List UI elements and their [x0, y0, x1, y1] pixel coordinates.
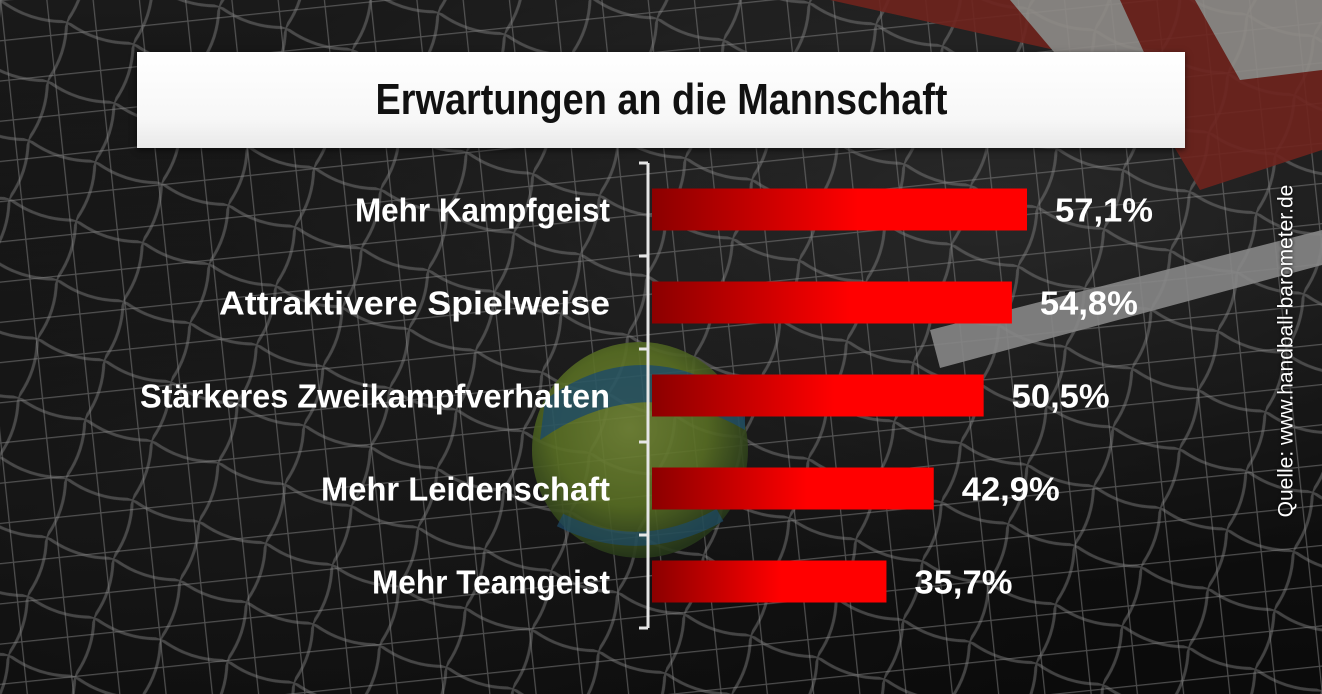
category-label: Mehr Kampfgeist: [355, 192, 610, 229]
bar: [652, 281, 1012, 324]
source-credit: Quelle: www.handball-barometer.de: [1270, 185, 1302, 518]
category-label: Attraktivere Spielweise: [219, 285, 610, 322]
bar: [652, 374, 984, 417]
bar: [652, 467, 934, 510]
value-label: 35,7%: [914, 564, 1012, 601]
category-label: Mehr Teamgeist: [372, 564, 610, 601]
bar: [652, 188, 1027, 231]
value-label: 54,8%: [1040, 285, 1138, 322]
value-label: 42,9%: [962, 471, 1060, 508]
category-label: Stärkeres Zweikampfverhalten: [140, 378, 610, 415]
value-label: 57,1%: [1055, 192, 1153, 229]
value-label: 50,5%: [1012, 378, 1110, 415]
category-label: Mehr Leidenschaft: [321, 471, 610, 508]
bar: [652, 560, 887, 603]
source-text: Quelle: www.handball-barometer.de: [1274, 184, 1298, 518]
title-banner: Erwartungen an die Mannschaft: [137, 52, 1185, 148]
chart-title: Erwartungen an die Mannschaft: [375, 75, 947, 124]
